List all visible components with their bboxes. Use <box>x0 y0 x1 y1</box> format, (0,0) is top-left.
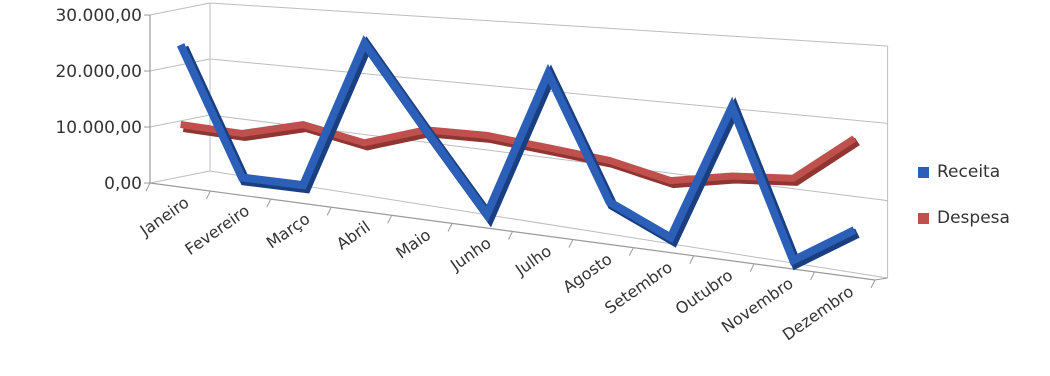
x-tick-label: Fevereiro <box>181 201 253 259</box>
gridline-depth <box>149 2 211 16</box>
x-tick-mark <box>749 263 755 273</box>
x-tick-mark <box>447 223 453 232</box>
x-tick-label: Agosto <box>559 249 615 296</box>
y-tick-label: 20.000,00 <box>55 62 142 82</box>
x-tick-label: Outubro <box>672 266 736 319</box>
y-tick-label: 0,00 <box>104 174 142 194</box>
x-tick-label: Janeiro <box>136 193 193 241</box>
gridline-depth <box>149 170 211 184</box>
legend-swatch-receita <box>918 166 929 178</box>
x-tick-mark <box>326 207 332 216</box>
gridline-depth <box>149 58 211 72</box>
x-tick-mark <box>689 255 695 264</box>
x-tick-mark <box>205 190 211 200</box>
x-tick-label: Julho <box>511 241 555 280</box>
y-tick-label: 10.000,00 <box>55 118 142 138</box>
x-tick-mark <box>810 271 816 281</box>
legend-item-receita: Receita <box>918 160 1010 184</box>
x-tick-label: Maio <box>392 225 434 262</box>
x-tick-label: Junho <box>446 233 495 275</box>
x-tick-mark <box>628 247 634 256</box>
x-tick-mark <box>870 279 876 289</box>
x-tick-mark <box>568 239 574 248</box>
x-tick-mark <box>508 231 513 240</box>
chart-series <box>176 35 860 271</box>
x-tick-mark <box>145 182 151 192</box>
legend-label-receita: Receita <box>937 162 1001 182</box>
gridline-depth <box>149 114 211 128</box>
legend-item-despesa: Despesa <box>918 206 1010 230</box>
legend-label-despesa: Despesa <box>937 208 1010 228</box>
series-line-receita <box>176 35 857 266</box>
x-tick-label: Abril <box>333 217 374 254</box>
x-tick-mark <box>387 215 393 224</box>
y-axis-ticks: 0,00 10.000,00 20.000,00 30.000,00 <box>55 6 150 194</box>
gridline <box>209 2 888 47</box>
floor-edge <box>874 277 888 281</box>
y-tick-label: 30.000,00 <box>55 6 142 26</box>
legend-swatch-despesa <box>918 212 929 224</box>
x-tick-mark <box>266 198 272 208</box>
x-tick-label: Março <box>263 209 314 252</box>
legend: Receita Despesa <box>918 160 1010 252</box>
gridline <box>209 170 888 279</box>
